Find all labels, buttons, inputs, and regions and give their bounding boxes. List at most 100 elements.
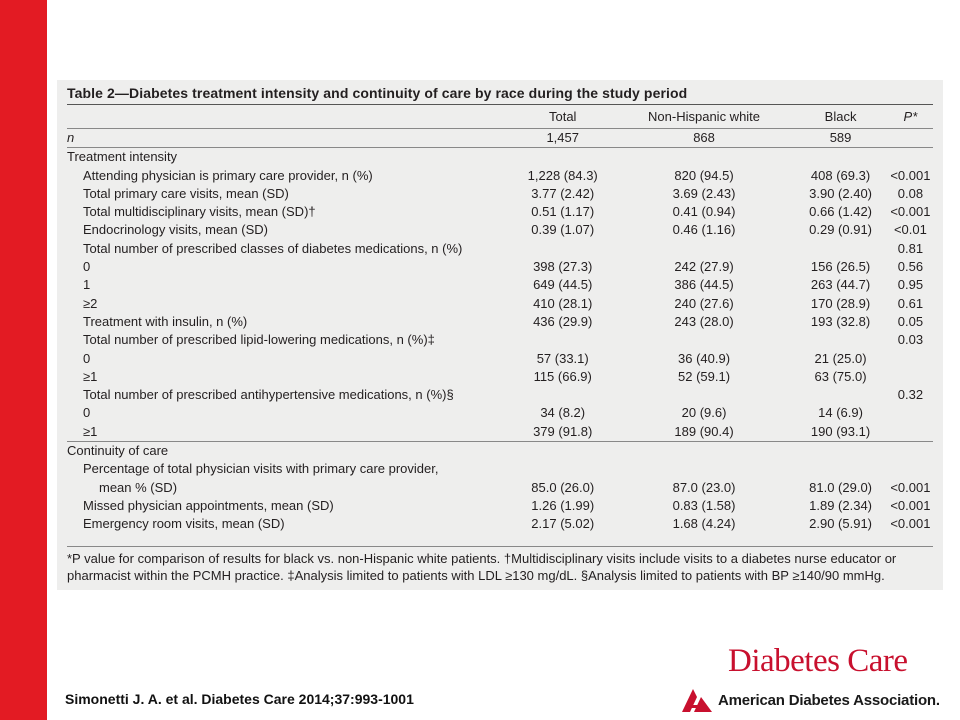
cell-non-hispanic-white: 36 (40.9) — [678, 350, 731, 366]
table-row: 0 57 (33.1) 36 (40.9) 21 (25.0) — [67, 350, 933, 368]
cell-non-hispanic-white: 868 — [693, 130, 715, 145]
cell-black: 156 (26.5) — [810, 259, 871, 275]
table-row: Attending physician is primary care prov… — [67, 167, 933, 185]
table-panel: Table 2—Diabetes treatment intensity and… — [57, 80, 943, 590]
cell-black — [793, 147, 888, 167]
table-row: Missed physician appointments, mean (SD)… — [67, 497, 933, 515]
cell-p-value: <0.001 — [890, 497, 931, 513]
row-label: Total number of prescribed lipid-lowerin… — [83, 332, 435, 348]
cell-black: 263 (44.7) — [810, 277, 871, 293]
table-row: Total number of prescribed antihypertens… — [67, 386, 933, 404]
cell-total: 57 (33.1) — [536, 350, 589, 366]
cell-p-value — [888, 423, 933, 442]
row-label: ≥2 — [83, 295, 98, 311]
table-row: Percentage of total physician visits wit… — [67, 460, 933, 478]
table-row: Treatment with insulin, n (%) 436 (29.9) 2… — [67, 313, 933, 331]
cell-non-hispanic-white: 240 (27.6) — [674, 295, 734, 311]
cell-non-hispanic-white: 20 (9.6) — [681, 405, 727, 421]
cell-non-hispanic-white — [615, 460, 794, 478]
cell-non-hispanic-white: 386 (44.5) — [674, 277, 734, 293]
table-row: Total multidisciplinary visits, mean (SD… — [67, 203, 933, 221]
row-label: n — [67, 130, 75, 145]
header-cell — [67, 106, 511, 129]
cell-p-value: <0.001 — [890, 204, 931, 220]
table-row: Continuity of care — [67, 441, 933, 461]
cell-total: 1.26 (1.99) — [531, 497, 595, 513]
cell-non-hispanic-white: 0.46 (1.16) — [672, 222, 736, 238]
ada-logo-icon — [682, 689, 712, 712]
table-row: Treatment intensity — [67, 147, 933, 167]
cell-non-hispanic-white — [614, 441, 794, 461]
cell-total: 410 (28.1) — [533, 295, 593, 311]
cell-non-hispanic-white: 189 (90.4) — [674, 423, 734, 439]
cell-non-hispanic-white: 87.0 (23.0) — [672, 479, 736, 495]
cell-p-value: <0.001 — [890, 167, 931, 183]
row-label: mean % (SD) — [99, 479, 178, 495]
header-non-hispanic-white: Non-Hispanic white — [614, 106, 794, 129]
cell-black: 2.90 (5.91) — [809, 516, 872, 532]
cell-non-hispanic-white — [615, 331, 794, 349]
cell-p-value: 0.03 — [897, 332, 924, 348]
table-row: n 1,457 868 589 — [67, 129, 933, 148]
table-row: 0 34 (8.2) 20 (9.6) 14 (6.9) — [67, 404, 933, 422]
row-label: Total primary care visits, mean (SD) — [83, 185, 289, 201]
row-label: Missed physician appointments, mean (SD) — [83, 497, 334, 513]
cell-black — [793, 331, 888, 349]
cell-total — [511, 331, 615, 349]
cell-black: 81.0 (29.0) — [809, 479, 872, 495]
table-row: Emergency room visits, mean (SD) 2.17 (5.… — [67, 515, 933, 533]
table-row: Total number of prescribed lipid-lowerin… — [67, 331, 933, 349]
cell-black — [793, 240, 888, 258]
table-title-prefix: Table 2 — [67, 85, 115, 101]
table-row: 1 649 (44.5) 386 (44.5) 263 (44.7) 0.95 — [67, 276, 933, 294]
cell-p-value: 0.56 — [897, 259, 924, 275]
cell-black: 63 (75.0) — [814, 368, 867, 384]
cell-non-hispanic-white: 242 (27.9) — [674, 259, 734, 275]
cell-black — [793, 460, 888, 478]
footnote-rule — [67, 546, 933, 547]
cell-black: 589 — [829, 130, 852, 145]
cell-p-value — [888, 129, 933, 148]
row-label: ≥1 — [83, 368, 98, 384]
cell-non-hispanic-white: 52 (59.1) — [678, 368, 731, 384]
citation: Simonetti J. A. et al. Diabetes Care 201… — [65, 691, 414, 707]
cell-total: 1,457 — [546, 130, 579, 145]
association-name: American Diabetes Association. — [718, 691, 940, 709]
cell-p-value — [888, 460, 933, 478]
table-row: ≥1 379 (91.8) 189 (90.4) 190 (93.1) — [67, 423, 933, 442]
title-rule — [67, 104, 933, 105]
cell-non-hispanic-white: 1.68 (4.24) — [672, 516, 736, 532]
cell-black: 0.29 (0.91) — [809, 222, 872, 238]
cell-p-value: 0.61 — [897, 295, 924, 311]
cell-total: 398 (27.3) — [533, 259, 593, 275]
cell-total: 115 (66.9) — [533, 368, 592, 384]
row-label: Emergency room visits, mean (SD) — [83, 516, 285, 532]
header-total: Total — [510, 106, 615, 129]
cell-total: 2.17 (5.02) — [531, 516, 595, 532]
table-row: Total primary care visits, mean (SD) 3.77… — [67, 185, 933, 203]
cell-p-value — [887, 441, 933, 461]
cell-black — [793, 441, 888, 461]
row-label: Total number of prescribed classes of di… — [83, 240, 463, 256]
cell-p-value: 0.81 — [897, 240, 924, 256]
table-body: n 1,457 868 589 Treatment intensity Attending… — [67, 129, 933, 534]
cell-black: 408 (69.3) — [810, 167, 871, 183]
table-row: 0 398 (27.3) 242 (27.9) 156 (26.5) 0.56 — [67, 258, 933, 276]
cell-black: 21 (25.0) — [814, 350, 867, 366]
cell-p-value: <0.01 — [893, 222, 927, 238]
cell-non-hispanic-white: 0.83 (1.58) — [672, 497, 736, 513]
cell-total — [511, 240, 615, 258]
row-label: Percentage of total physician visits wit… — [83, 461, 439, 477]
row-label: Attending physician is primary care prov… — [83, 167, 373, 183]
table-title: Table 2—Diabetes treatment intensity and… — [67, 85, 687, 101]
table-row: Total number of prescribed classes of di… — [67, 240, 933, 258]
cell-total: 379 (91.8) — [533, 423, 593, 439]
row-label: Treatment with insulin, n (%) — [83, 313, 248, 329]
cell-p-value — [888, 368, 933, 386]
cell-p-value: 0.05 — [897, 313, 924, 329]
cell-black: 0.66 (1.42) — [809, 204, 872, 220]
cell-p-value: 0.95 — [897, 277, 924, 293]
header-p-value: P* — [887, 106, 933, 129]
row-label: 0 — [83, 259, 91, 275]
cell-non-hispanic-white — [615, 240, 794, 258]
